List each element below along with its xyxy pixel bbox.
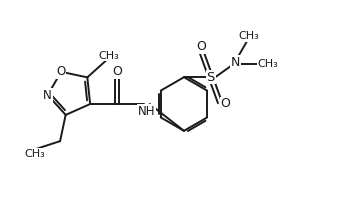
Text: O: O: [197, 40, 207, 53]
Text: O: O: [56, 65, 66, 78]
Text: O: O: [220, 97, 230, 110]
Text: N: N: [231, 56, 240, 69]
Text: CH₃: CH₃: [98, 51, 119, 61]
Text: CH₃: CH₃: [239, 31, 259, 41]
Text: S: S: [207, 71, 215, 84]
Text: CH₃: CH₃: [24, 149, 45, 159]
Text: N: N: [43, 89, 52, 101]
Text: NH: NH: [138, 105, 155, 118]
Text: O: O: [112, 65, 122, 78]
Text: CH₃: CH₃: [258, 59, 279, 69]
